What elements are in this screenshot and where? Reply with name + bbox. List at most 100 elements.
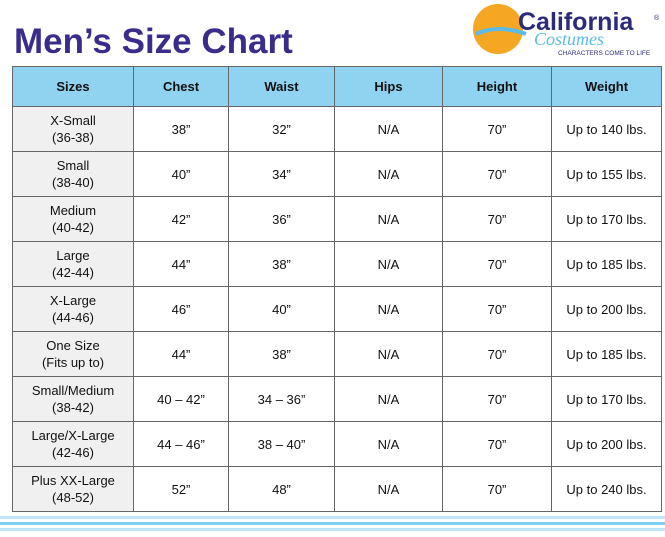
table-cell: 70” [442,286,552,332]
table-row: Plus XX-Large (48-52) 52” 48” N/A 70” Up to 24… [12,466,662,512]
size-range: (44-46) [52,310,94,325]
size-cell: X-Small (36-38) [12,106,134,152]
size-range: (42-44) [52,265,94,280]
column-header: Sizes [12,66,134,107]
table-cell: N/A [334,376,443,422]
title: Men’s Size Chart [14,22,293,61]
size-cell: Medium (40-42) [12,196,134,242]
table-cell: 70” [442,151,552,197]
table-row: Small/Medium (38-42) 40 – 42” 34 – 36” N/A 70… [12,376,662,422]
table-cell: 46” [133,286,229,332]
table-cell: Up to 170 lbs. [551,376,662,422]
table-cell: 36” [228,196,335,242]
table-cell: 42” [133,196,229,242]
table-cell: 44 – 46” [133,421,229,467]
table-cell: N/A [334,196,443,242]
size-name: Small [56,158,90,173]
size-cell: One Size (Fits up to) [12,331,134,377]
table-cell: Up to 185 lbs. [551,331,662,377]
size-range: (38-40) [52,175,94,190]
logo-tagline: CHARACTERS COME TO LIFE [558,50,651,57]
size-cell: Plus XX-Large (48-52) [12,466,134,512]
table-cell: 38” [228,241,335,287]
table-row: Small (38-40) 40” 34” N/A 70” Up to 155 lbs. [12,151,662,197]
table-cell: Up to 185 lbs. [551,241,662,287]
logo-mark: ® [654,14,660,22]
table-cell: Up to 240 lbs. [551,466,662,512]
size-name: Large [56,248,90,263]
table-cell: 70” [442,466,552,512]
table-cell: 70” [442,376,552,422]
table-row: Large (42-44) 44” 38” N/A 70” Up to 185 lbs. [12,241,662,287]
table-cell: 48” [228,466,335,512]
size-name: Medium [49,203,97,218]
table-cell: 70” [442,106,552,152]
table-cell: N/A [334,106,443,152]
header-row: Sizes Chest Waist Hips Height Weight [12,66,662,107]
size-name: X-Small [50,113,96,128]
size-name: Small/Medium [31,383,115,398]
table-cell: 44” [133,241,229,287]
table-cell: 40” [228,286,335,332]
table-cell: N/A [334,466,443,512]
size-cell: Small/Medium (38-42) [12,376,134,422]
table-cell: 38” [228,331,335,377]
size-range: (36-38) [52,130,94,145]
table-row: X-Small (36-38) 38” 32” N/A 70” Up to 140 lbs. [12,106,662,152]
size-range: (Fits up to) [41,355,105,370]
size-range: (48-52) [52,490,94,505]
table-cell: 38” [133,106,229,152]
size-range: (38-42) [52,400,94,415]
table-cell: 70” [442,331,552,377]
table-row: Medium (40-42) 42” 36” N/A 70” Up to 170 lbs. [12,196,662,242]
size-cell: Large (42-44) [12,241,134,287]
table-cell: Up to 170 lbs. [551,196,662,242]
table-cell: 34 – 36” [228,376,335,422]
table-body: X-Small (36-38) 38” 32” N/A 70” Up to 140 lbs.… [12,106,662,512]
table-cell: Up to 155 lbs. [551,151,662,197]
table-cell: 52” [133,466,229,512]
table-cell: 34” [228,151,335,197]
size-cell: Small (38-40) [12,151,134,197]
table-cell: N/A [334,151,443,197]
table-cell: N/A [334,241,443,287]
table-cell: 32” [228,106,335,152]
table-row: One Size (Fits up to) 44” 38” N/A 70” Up to 18… [12,331,662,377]
table-cell: 44” [133,331,229,377]
table-cell: 70” [442,196,552,242]
size-name: Plus XX-Large [31,473,115,488]
column-header: Chest [133,66,229,107]
decorative-stripes [0,516,665,531]
column-header: Hips [334,66,443,107]
logo-wave [475,27,527,36]
table-cell: 70” [442,421,552,467]
size-name: One Size [46,338,100,353]
size-name: Large/X-Large [31,428,115,443]
column-header: Waist [228,66,335,107]
table-cell: Up to 200 lbs. [551,421,662,467]
column-header: Weight [551,66,662,107]
table-row: Large/X-Large (42-46) 44 – 46” 38 – 40” N/A 7… [12,421,662,467]
size-cell: X-Large (44-46) [12,286,134,332]
table-cell: 40 – 42” [133,376,229,422]
table-cell: 70” [442,241,552,287]
table-cell: N/A [334,331,443,377]
logo-script: Costumes [534,29,604,49]
table-row: X-Large (44-46) 46” 40” N/A 70” Up to 200 lbs. [12,286,662,332]
size-range: (42-46) [52,445,94,460]
size-name: X-Large [49,293,97,308]
table-cell: Up to 200 lbs. [551,286,662,332]
size-cell: Large/X-Large (42-46) [12,421,134,467]
column-header: Height [442,66,552,107]
table-cell: N/A [334,286,443,332]
size-table: Sizes Chest Waist Hips Height Weight X-Small (… [12,66,662,512]
size-range: (40-42) [52,220,94,235]
table-cell: N/A [334,421,443,467]
table-cell: Up to 140 lbs. [551,106,662,152]
logo: California ® Costumes CHARACTERS COME TO… [473,4,660,57]
table-cell: 38 – 40” [228,421,335,467]
logo-name: California [518,8,634,36]
table-cell: 40” [133,151,229,197]
